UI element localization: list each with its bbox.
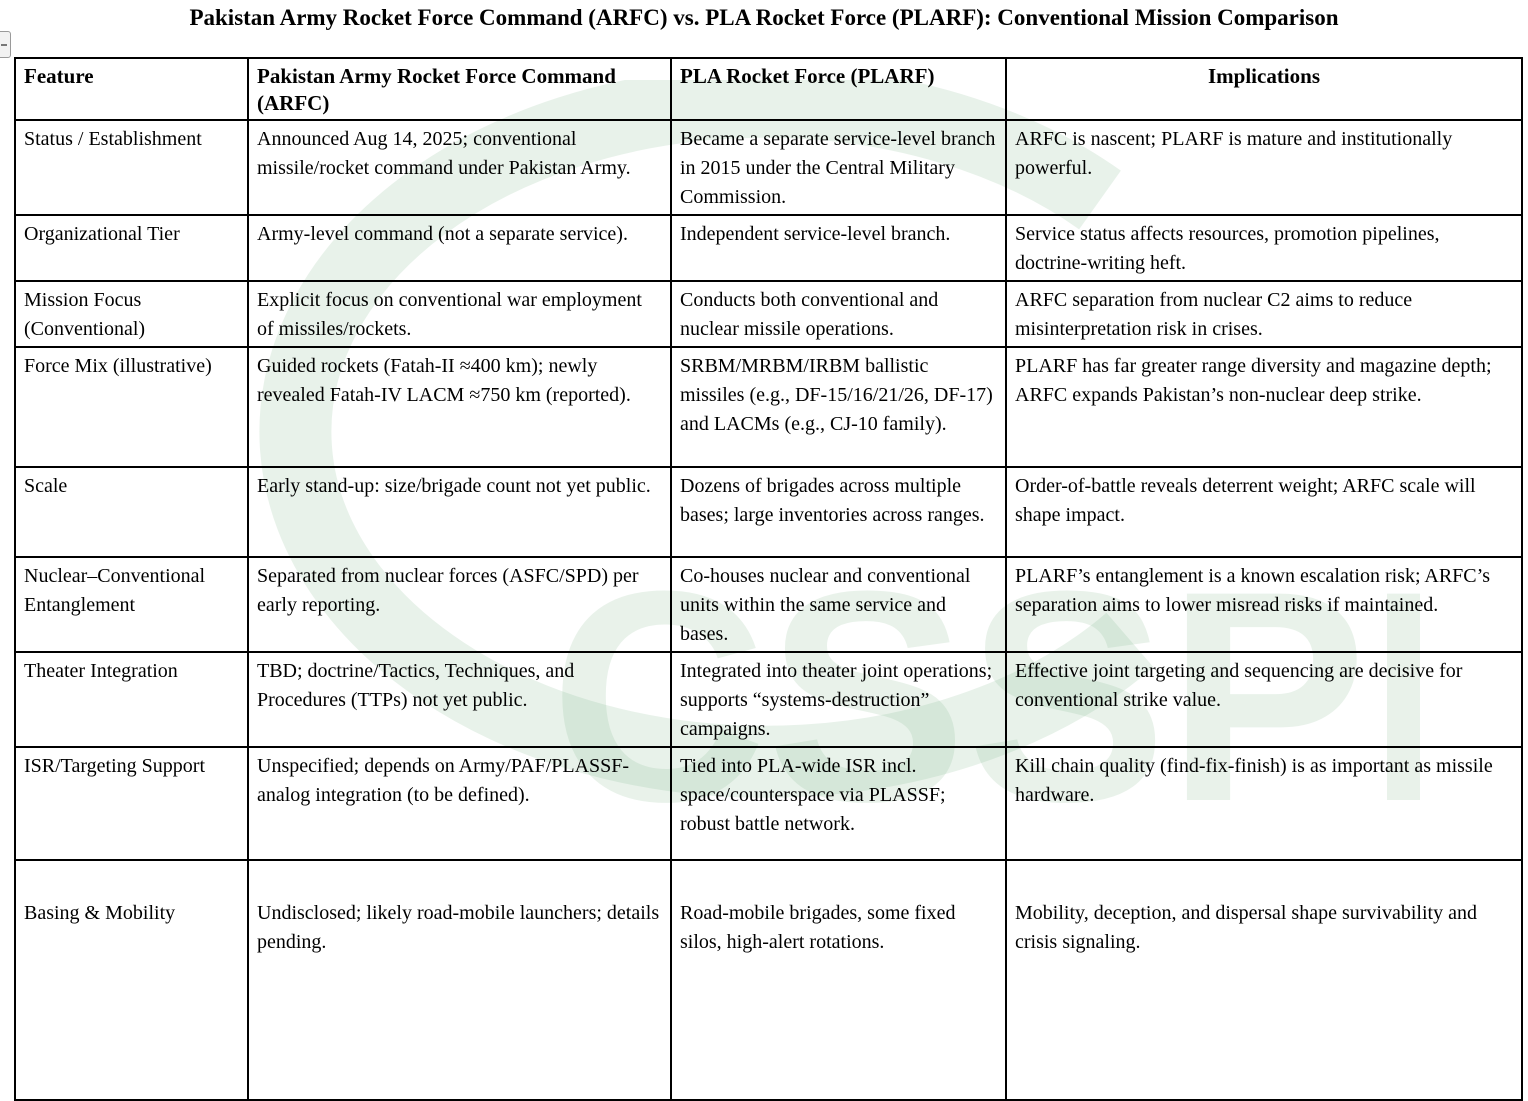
cell-implications: Order-of-battle reveals deterrent weight…	[1005, 466, 1523, 558]
cell-implications: PLARF has far greater range diversity an…	[1005, 346, 1523, 468]
cell-arfc: Unspecified; depends on Army/PAF/PLASSF-…	[247, 746, 672, 861]
cell-plarf: Became a separate service-level branch i…	[670, 119, 1007, 216]
cell-arfc: TBD; doctrine/Tactics, Techniques, and P…	[247, 651, 672, 748]
cell-feature: Status / Establishment	[14, 119, 249, 216]
cell-plarf: Independent service-level branch.	[670, 214, 1007, 282]
table-resize-handle[interactable]	[0, 31, 11, 58]
cell-arfc: Explicit focus on conventional war emplo…	[247, 280, 672, 348]
table-row: Basing & Mobility Undisclosed; likely ro…	[14, 859, 1523, 1101]
table-row: Nuclear–Conventional Entanglement Separa…	[14, 556, 1523, 653]
cell-implications: PLARF’s entanglement is a known escalati…	[1005, 556, 1523, 653]
handle-dash-icon	[1, 44, 7, 46]
cell-feature: Theater Integration	[14, 651, 249, 748]
cell-plarf: SRBM/MRBM/IRBM ballistic missiles (e.g.,…	[670, 346, 1007, 468]
cell-plarf: Co-houses nuclear and conventional units…	[670, 556, 1007, 653]
cell-arfc: Undisclosed; likely road-mobile launcher…	[247, 859, 672, 1101]
cell-plarf: Integrated into theater joint operations…	[670, 651, 1007, 748]
table-row: Organizational Tier Army-level command (…	[14, 214, 1523, 282]
cell-plarf: Conducts both conventional and nuclear m…	[670, 280, 1007, 348]
cell-feature: Force Mix (illustrative)	[14, 346, 249, 468]
cell-plarf: Road-mobile brigades, some fixed silos, …	[670, 859, 1007, 1101]
cell-implications: ARFC is nascent; PLARF is mature and ins…	[1005, 119, 1523, 216]
table-row: Mission Focus (Conventional) Explicit fo…	[14, 280, 1523, 348]
cell-feature: ISR/Targeting Support	[14, 746, 249, 861]
header-arfc: Pakistan Army Rocket Force Command (ARFC…	[247, 57, 672, 121]
cell-implications: Mobility, deception, and dispersal shape…	[1005, 859, 1523, 1101]
cell-feature: Organizational Tier	[14, 214, 249, 282]
table-row: ISR/Targeting Support Unspecified; depen…	[14, 746, 1523, 861]
cell-plarf: Dozens of brigades across multiple bases…	[670, 466, 1007, 558]
cell-arfc: Early stand-up: size/brigade count not y…	[247, 466, 672, 558]
cell-plarf: Tied into PLA-wide ISR incl. space/count…	[670, 746, 1007, 861]
cell-arfc: Guided rockets (Fatah-II ≈400 km); newly…	[247, 346, 672, 468]
cell-feature: Basing & Mobility	[14, 859, 249, 1101]
cell-feature: Nuclear–Conventional Entanglement	[14, 556, 249, 653]
cell-feature: Mission Focus (Conventional)	[14, 280, 249, 348]
cell-arfc: Separated from nuclear forces (ASFC/SPD)…	[247, 556, 672, 653]
document-page: { "page": { "title": "Pakistan Army Rock…	[0, 5, 1523, 1101]
cell-implications: Kill chain quality (find-fix-finish) is …	[1005, 746, 1523, 861]
cell-arfc: Army-level command (not a separate servi…	[247, 214, 672, 282]
header-plarf: PLA Rocket Force (PLARF)	[670, 57, 1007, 121]
table-row: Theater Integration TBD; doctrine/Tactic…	[14, 651, 1523, 748]
table-row: Force Mix (illustrative) Guided rockets …	[14, 346, 1523, 468]
table-header-row: Feature Pakistan Army Rocket Force Comma…	[14, 57, 1523, 121]
cell-implications: Service status affects resources, promot…	[1005, 214, 1523, 282]
table-row: Status / Establishment Announced Aug 14,…	[14, 119, 1523, 216]
cell-implications: Effective joint targeting and sequencing…	[1005, 651, 1523, 748]
header-implications: Implications	[1005, 57, 1523, 121]
cell-implications: ARFC separation from nuclear C2 aims to …	[1005, 280, 1523, 348]
cell-feature: Scale	[14, 466, 249, 558]
comparison-table: Feature Pakistan Army Rocket Force Comma…	[14, 57, 1523, 1101]
cell-arfc: Announced Aug 14, 2025; conventional mis…	[247, 119, 672, 216]
page-title: Pakistan Army Rocket Force Command (ARFC…	[189, 5, 1339, 30]
header-feature: Feature	[14, 57, 249, 121]
table-row: Scale Early stand-up: size/brigade count…	[14, 466, 1523, 558]
